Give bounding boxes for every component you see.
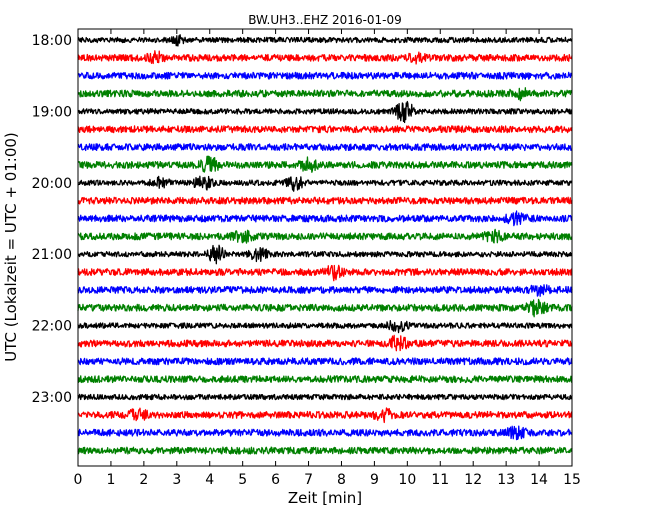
y-tick-label: 18:00	[32, 33, 72, 49]
y-tick-label: 23:00	[32, 390, 72, 406]
x-tick-label: 11	[431, 472, 449, 488]
trace-2130	[77, 284, 573, 297]
y-tick-label: 21:00	[32, 247, 72, 263]
x-tick-label: 5	[238, 472, 247, 488]
trace-2030	[77, 210, 573, 227]
trace-1830	[77, 71, 573, 80]
trace-2330	[77, 425, 573, 441]
x-tick-label: 3	[172, 472, 181, 488]
trace-1845	[77, 87, 573, 102]
trace-group	[77, 34, 573, 455]
trace-2315	[77, 407, 573, 424]
trace-1930	[77, 143, 573, 152]
chart-title: BW.UH3..EHZ 2016-01-09	[248, 13, 402, 27]
x-tick-label: 14	[530, 472, 548, 488]
trace-2300	[77, 393, 573, 401]
x-axis-label: Zeit [min]	[288, 489, 362, 507]
trace-1945	[77, 155, 573, 173]
x-tick-label: 2	[139, 472, 148, 488]
trace-2215	[77, 334, 573, 352]
x-tick-label: 13	[497, 472, 515, 488]
x-tick-label: 15	[563, 472, 581, 488]
y-tick-label: 20:00	[32, 176, 72, 192]
x-tick-label: 9	[370, 472, 379, 488]
trace-2100	[77, 244, 573, 265]
x-tick-label: 7	[304, 472, 313, 488]
x-tick-label: 12	[464, 472, 482, 488]
trace-2045	[77, 228, 573, 244]
trace-2015	[77, 196, 573, 205]
trace-2230	[77, 357, 573, 366]
x-tick-label: 4	[205, 472, 214, 488]
x-axis: 0 1 2 3 4 5 6 7 8 9 10 11 12 13 14 15	[74, 29, 581, 488]
trace-2145	[77, 298, 573, 318]
x-tick-label: 10	[398, 472, 416, 488]
trace-1800	[77, 34, 573, 47]
trace-1915	[77, 125, 573, 134]
trace-2245	[77, 375, 573, 384]
trace-2000	[77, 175, 573, 192]
trace-2200	[77, 320, 573, 334]
x-tick-label: 8	[337, 472, 346, 488]
y-tick-label: 22:00	[32, 319, 72, 335]
x-tick-label: 0	[74, 472, 83, 488]
trace-1815	[77, 50, 573, 65]
y-axis-label: UTC (Lokalzeit = UTC + 01:00)	[2, 132, 20, 362]
plot-frame	[77, 28, 573, 467]
y-axis: 18:00 19:00 20:00 21:00 22:00 23:00	[32, 33, 572, 406]
x-tick-label: 6	[271, 472, 280, 488]
x-tick-label: 1	[106, 472, 115, 488]
y-tick-label: 19:00	[32, 104, 72, 120]
trace-2345	[77, 446, 573, 455]
trace-2115	[77, 264, 573, 282]
trace-1900	[77, 100, 573, 124]
